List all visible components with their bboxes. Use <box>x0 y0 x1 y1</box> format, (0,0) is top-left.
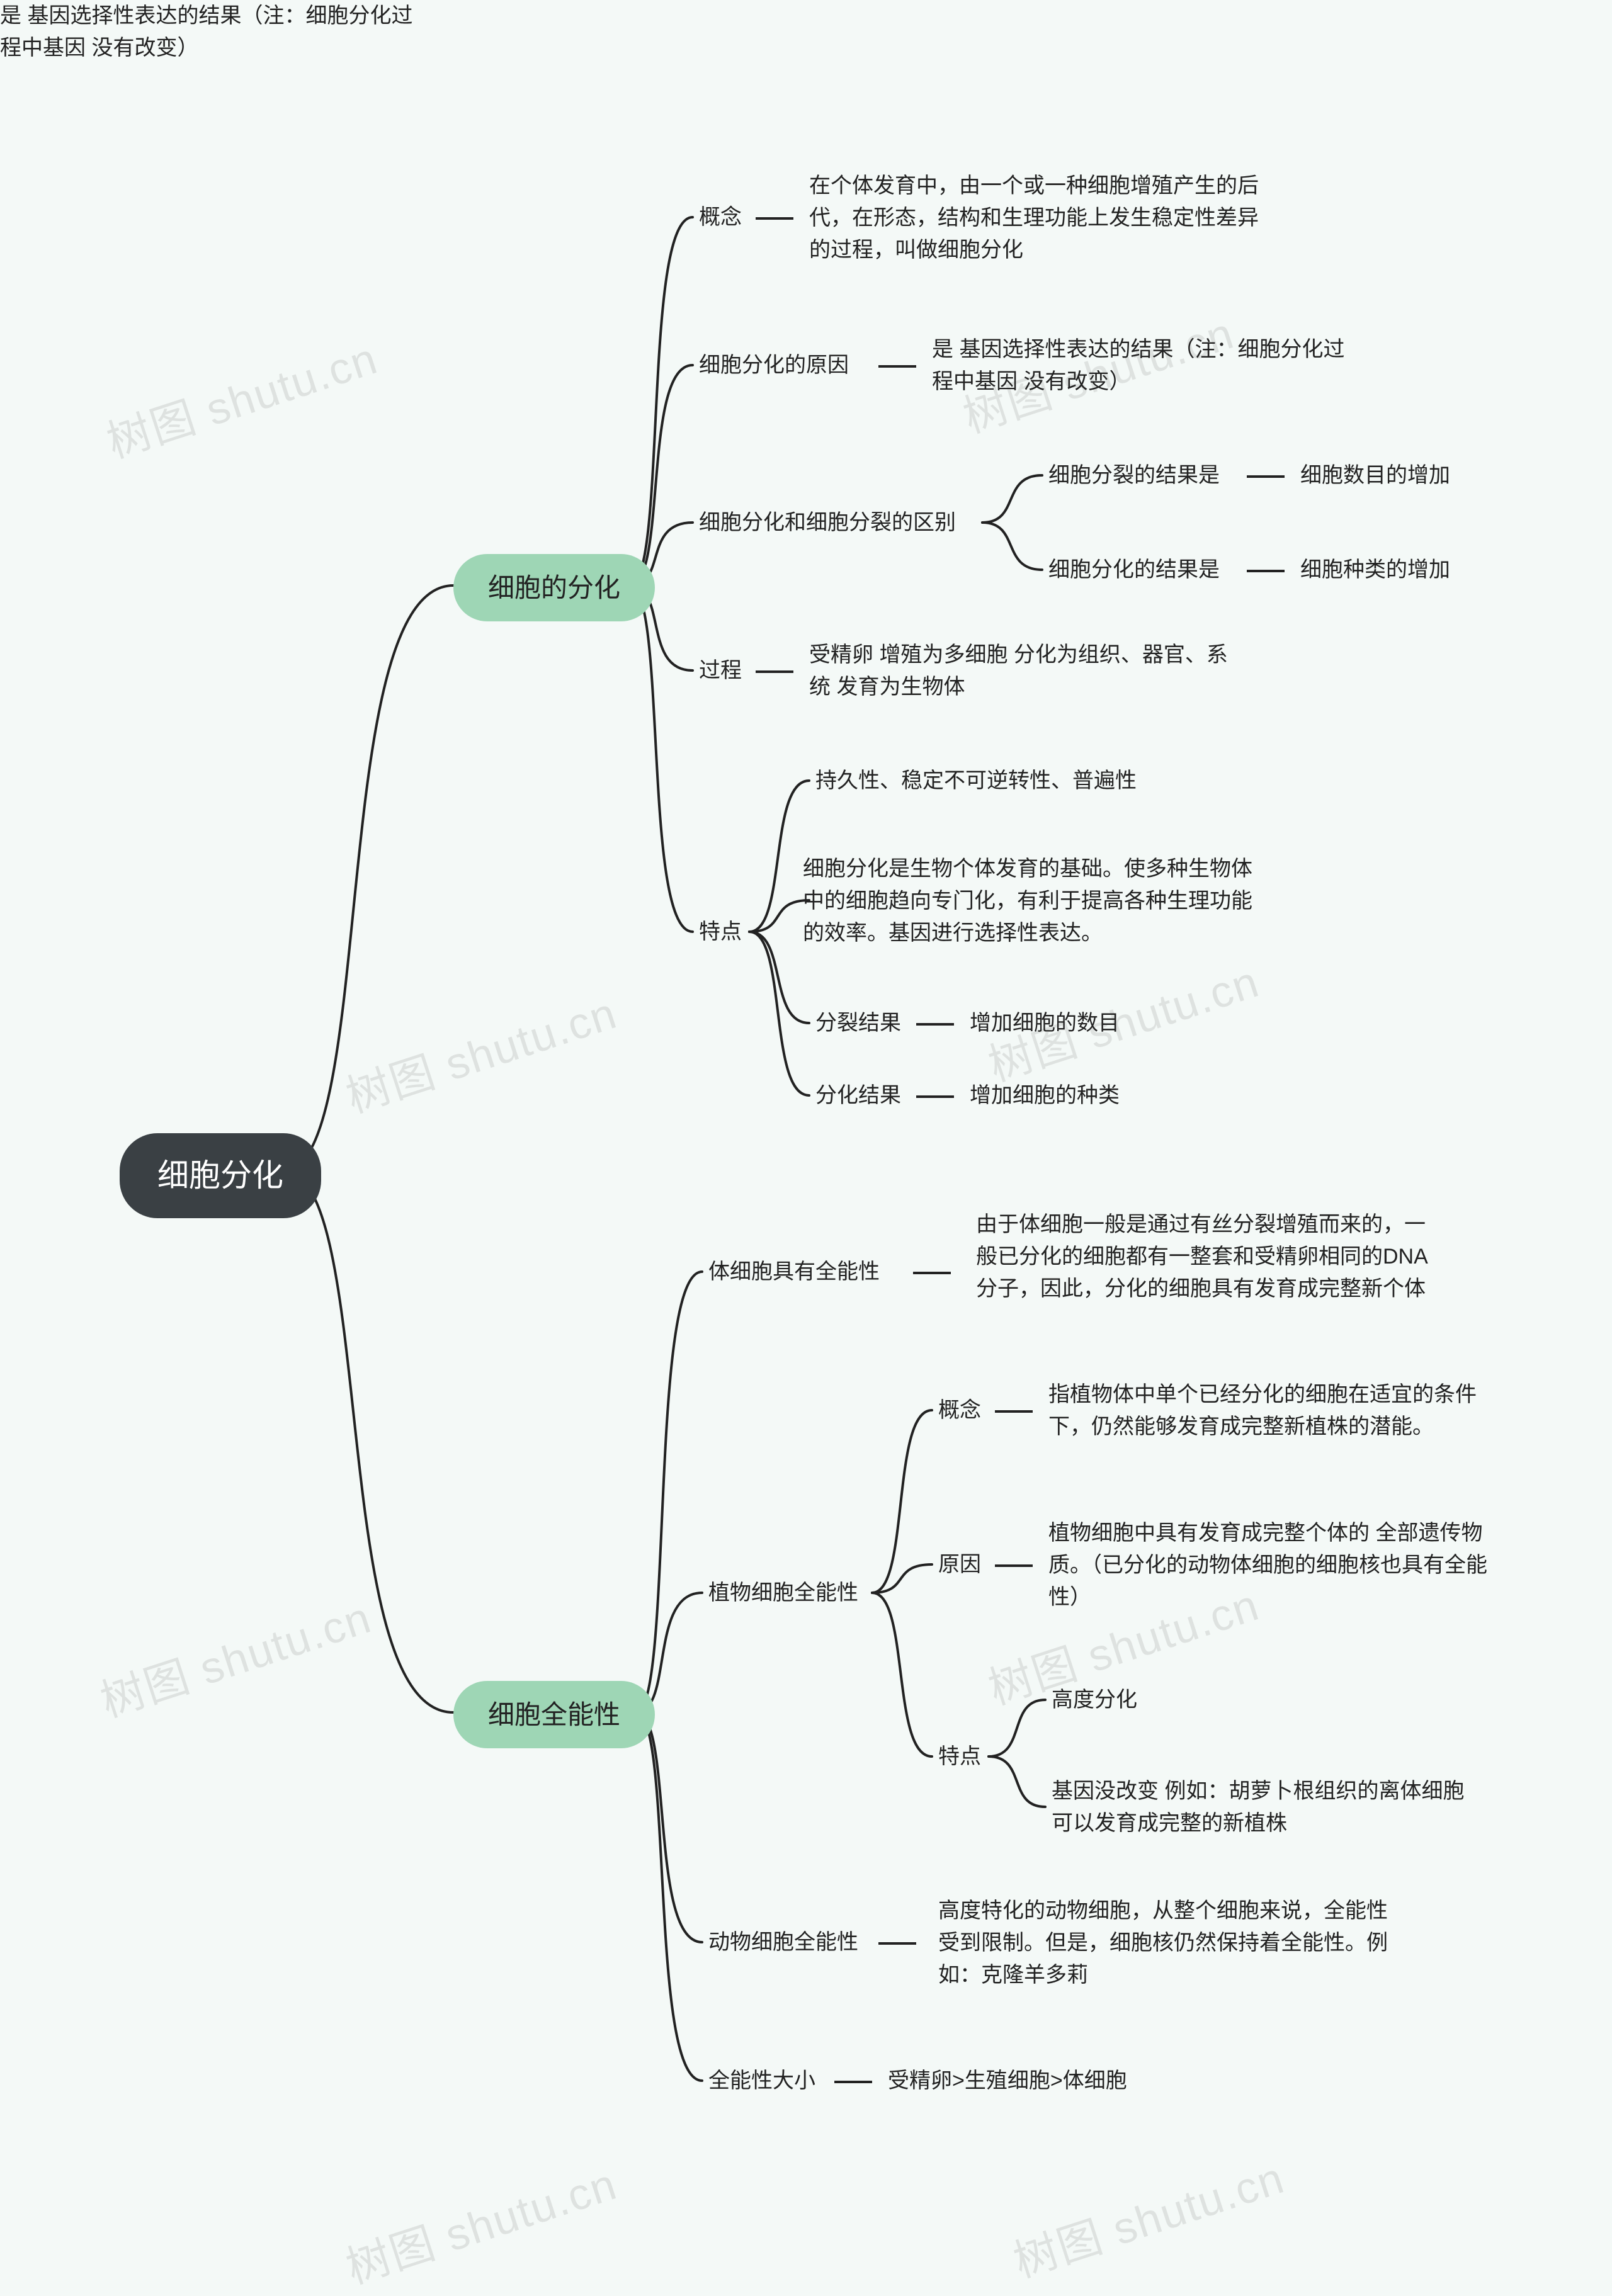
dash <box>834 2081 872 2083</box>
b1-reason-label: 细胞分化的原因 <box>699 349 849 382</box>
b2-animal-text: 高度特化的动物细胞，从整个细胞来说，全能性受到限制。但是，细胞核仍然保持着全能性… <box>938 1895 1392 1991</box>
b1-feature-3-text: 增加细胞的数目 <box>970 1007 1120 1039</box>
b1-diff-differentiation-text: 细胞种类的增加 <box>1300 554 1450 586</box>
b2-somatic-text: 由于体细胞一般是通过有丝分裂增殖而来的，一般已分化的细胞都有一整套和受精卵相同的… <box>976 1209 1429 1305</box>
b2-plant-concept-text: 指植物体中单个已经分化的细胞在适宜的条件下，仍然能够发育成完整新植株的潜能。 <box>1048 1379 1477 1443</box>
b1-feature-4-text: 增加细胞的种类 <box>970 1080 1120 1112</box>
b2-plant-feature-1: 高度分化 <box>1052 1684 1137 1716</box>
branch-totipotency[interactable]: 细胞全能性 <box>453 1681 655 1748</box>
b2-plant-reason-text: 植物细胞中具有发育成完整个体的 全部遗传物质。（已分化的动物体细胞的细胞核也具有… <box>1048 1517 1489 1614</box>
branch-cell-differentiation[interactable]: 细胞的分化 <box>453 554 655 621</box>
b1-feature-1: 持久性、稳定不可逆转性、普遍性 <box>815 765 1137 797</box>
watermark: 树图 shutu.cn <box>1004 2143 1291 2290</box>
watermark: 树图 shutu.cn <box>98 324 384 471</box>
b2-rank-label: 全能性大小 <box>708 2065 815 2097</box>
dash <box>916 1095 954 1098</box>
b1-diff-mitosis-label: 细胞分裂的结果是 <box>1048 460 1220 492</box>
b2-plant-concept-label: 概念 <box>938 1394 981 1427</box>
b2-rank-text: 受精卵>生殖细胞>体细胞 <box>888 2065 1127 2097</box>
b1-feature-3-label: 分裂结果 <box>815 1007 901 1039</box>
b2-animal-label: 动物细胞全能性 <box>708 1926 858 1959</box>
b1-concept-label: 概念 <box>699 201 742 234</box>
dash <box>995 1410 1033 1413</box>
dash <box>878 365 916 368</box>
watermark: 树图 shutu.cn <box>337 2149 623 2296</box>
dash <box>756 217 793 220</box>
b2-somatic-label: 体细胞具有全能性 <box>708 1256 880 1288</box>
b1-feature-2: 细胞分化是生物个体发育的基础。使多种生物体中的细胞趋向专门化，有利于提高各种生理… <box>803 853 1256 949</box>
b1-concept-text: 在个体发育中，由一个或一种细胞增殖产生的后代，在形态，结构和生理功能上发生稳定性… <box>809 170 1263 266</box>
mindmap-canvas: 树图 shutu.cn 树图 shutu.cn 树图 shutu.cn 树图 s… <box>0 0 1612 2263</box>
b2-plant-feature-label: 特点 <box>938 1741 981 1773</box>
b1-process-text: 受精卵 增殖为多细胞 分化为组织、器官、系统 发育为生物体 <box>809 639 1237 703</box>
b1-process-label: 过程 <box>699 655 742 687</box>
watermark: 树图 shutu.cn <box>91 1583 378 1730</box>
b2-plant-reason-label: 原因 <box>938 1549 981 1581</box>
root-node[interactable]: 细胞分化 <box>120 1133 321 1218</box>
dash <box>878 1942 916 1945</box>
dash <box>1247 475 1285 478</box>
b1-diff-differentiation-label: 细胞分化的结果是 <box>1048 554 1220 586</box>
dash <box>995 1564 1033 1567</box>
b1-feature-4-label: 分化结果 <box>815 1080 901 1112</box>
dash <box>913 1272 951 1274</box>
b2-plant-label: 植物细胞全能性 <box>708 1577 858 1609</box>
b1-diff-mitosis-text: 细胞数目的增加 <box>1300 460 1450 492</box>
b1-features-label: 特点 <box>699 916 742 948</box>
watermark: 树图 shutu.cn <box>337 978 623 1126</box>
dash <box>756 670 793 673</box>
dash <box>916 1023 954 1026</box>
b1-reason-text: 是 基因选择性表达的结果（注：细胞分化过程中基因 没有改变） <box>932 334 1360 398</box>
b1-reason-text: 是 基因选择性表达的结果（注：细胞分化过程中基因 没有改变） <box>0 0 428 64</box>
dash <box>1247 570 1285 572</box>
b1-difference-label: 细胞分化和细胞分裂的区别 <box>699 507 956 539</box>
b2-plant-feature-2: 基因没改变 例如：胡萝卜根组织的离体细胞可以发育成完整的新植株 <box>1052 1775 1480 1840</box>
